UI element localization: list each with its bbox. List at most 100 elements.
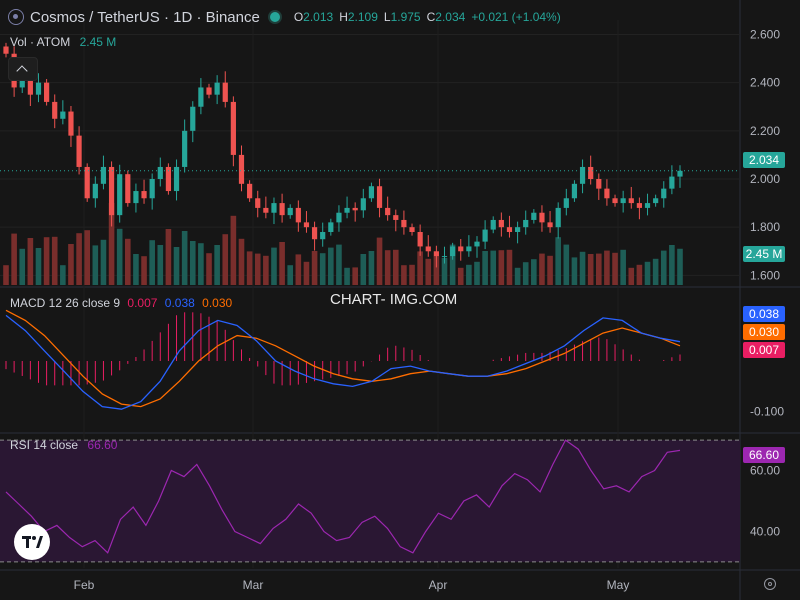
volume-bar: [3, 265, 9, 285]
volume-bar: [133, 254, 139, 285]
volume-bar: [628, 267, 635, 285]
volume-bar: [222, 234, 229, 285]
candle-body: [108, 166, 115, 216]
volume-bar: [384, 250, 391, 285]
candle-body: [157, 166, 163, 179]
candle-body: [100, 166, 107, 184]
watermark: CHART- IMG.COM: [330, 291, 458, 308]
volume-bar: [254, 253, 261, 285]
candle-body: [474, 241, 480, 247]
volume-bar: [344, 267, 350, 285]
volume-bar: [68, 244, 74, 285]
volume-bar: [531, 259, 537, 285]
candle-body: [344, 207, 350, 213]
hist-tag: 0.007: [743, 342, 785, 358]
volume-bar: [100, 239, 107, 285]
volume-bar: [157, 245, 164, 285]
volume-bar: [198, 243, 204, 285]
volume-bar: [539, 253, 545, 285]
volume-bar: [677, 248, 683, 285]
candle-body: [27, 70, 33, 95]
change-value: +0.021 (+1.04%): [471, 10, 561, 24]
candle-body: [44, 82, 50, 102]
candle-body: [190, 106, 196, 131]
candle-body: [571, 183, 578, 199]
candle-body: [76, 135, 82, 167]
candle-body: [450, 246, 456, 257]
signal-tag: 0.030: [743, 324, 785, 340]
candle-body: [433, 251, 439, 257]
candle-body: [644, 203, 651, 208]
candle-body: [385, 207, 391, 216]
candle-body: [579, 166, 586, 184]
candle-body: [125, 174, 131, 204]
candle-body: [368, 186, 375, 199]
volume-legend-value: 2.45 M: [79, 35, 117, 49]
candle-body: [271, 203, 277, 213]
candle-body: [52, 101, 58, 119]
candle-body: [238, 154, 245, 184]
macd-tick-label: -0.100: [750, 405, 784, 419]
candle-body: [458, 246, 464, 252]
candle-body: [677, 170, 683, 177]
candle-body: [279, 203, 285, 216]
candle-body: [490, 219, 496, 230]
volume-bar: [319, 253, 326, 285]
macd-legend-signal: 0.030: [202, 296, 233, 310]
volume-bar: [547, 255, 553, 285]
candle-body: [320, 232, 326, 240]
volume-bar: [328, 247, 334, 285]
close-label: C: [426, 10, 436, 24]
candle-body: [653, 198, 659, 204]
candle-body: [328, 222, 334, 232]
gear-icon[interactable]: [764, 578, 776, 590]
close-value: 2.034: [435, 10, 466, 24]
candle-body: [222, 82, 228, 102]
chevron-up-icon[interactable]: [8, 57, 38, 81]
volume-bar: [522, 262, 529, 285]
volume-bar: [92, 245, 99, 285]
candle-body: [441, 256, 448, 258]
volume-bar: [336, 244, 342, 285]
volume-bar: [425, 258, 432, 285]
candle-body: [214, 82, 220, 95]
volume-bar: [206, 253, 212, 285]
volume-bar: [27, 238, 34, 285]
volume-bar: [43, 237, 50, 285]
candle-body: [336, 212, 342, 223]
price-tick-label: 2.400: [750, 76, 780, 90]
volume-bar: [636, 264, 643, 285]
candle-body: [295, 207, 301, 223]
rsi-tick-label: 40.00: [750, 524, 780, 538]
macd-tag: 0.038: [743, 306, 785, 322]
volume-bar: [433, 255, 440, 285]
candle-body: [588, 166, 594, 179]
low-value: 1.975: [390, 10, 421, 24]
macd-line: [5, 314, 681, 410]
signal-line: [5, 309, 681, 408]
tradingview-logo-icon[interactable]: [14, 524, 50, 560]
candle-body: [230, 101, 236, 155]
candle-body: [506, 227, 513, 232]
candle-body: [173, 166, 180, 192]
volume-bar: [141, 256, 147, 285]
macd-legend-hist: 0.007: [127, 296, 158, 310]
candle-body: [60, 111, 66, 119]
symbol-title[interactable]: Cosmos / TetherUS · 1D · Binance: [30, 8, 260, 26]
macd-legend-label: MACD 12 26 close 9: [10, 296, 121, 310]
volume-bar: [189, 241, 196, 285]
volume-bar: [409, 264, 415, 285]
low-label: L: [383, 10, 391, 24]
time-tick-label: Mar: [243, 578, 264, 592]
volume-bar: [263, 255, 269, 285]
candle-body: [376, 186, 383, 208]
volume-bar: [51, 236, 58, 285]
macd-legend-macd: 0.038: [164, 296, 195, 310]
volume-bar: [173, 247, 180, 285]
rsi-legend-label: RSI 14 close: [10, 438, 79, 452]
rsi-legend: RSI 14 close 66.60: [10, 438, 117, 452]
volume-bar: [498, 250, 505, 285]
time-tick-label: May: [607, 578, 630, 592]
candle-body: [523, 219, 529, 228]
